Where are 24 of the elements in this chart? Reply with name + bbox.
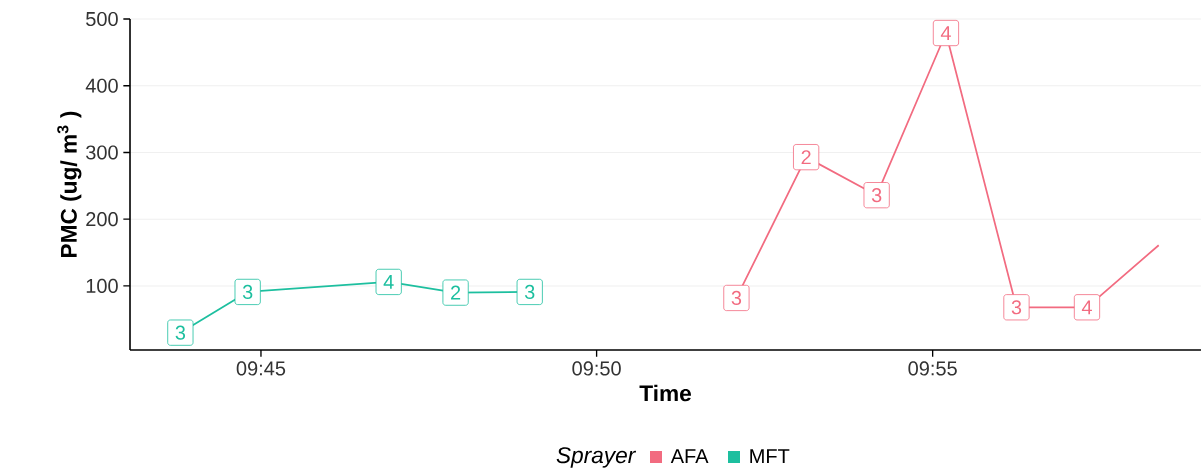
x-tick-label: 09:55 [908,361,957,376]
annotation: 3 [242,284,253,300]
y-tick-label: 400 [85,78,118,93]
y-tick-label: 500 [86,11,118,27]
x-tick-label: 09:45 [236,361,286,376]
y-axis-title: PMC (ug/ m$^{3}$ ) [57,111,82,257]
legend-label: AFA [670,449,709,463]
legend-title: Sprayer [556,447,637,468]
annotation: 4 [1081,300,1092,315]
annotation: 4 [383,275,394,289]
y-tick-label: 100 [86,278,118,294]
x-axis-title: Time [639,384,691,402]
annotation: 3 [524,284,535,300]
y-tick-label: 300 [86,145,118,160]
annotation: 3 [1011,300,1022,315]
annotation: 3 [175,325,186,340]
y-tick-label: 200 [86,212,118,227]
x-tick-label: 09:50 [572,361,621,376]
annotation: 4 [940,26,951,40]
annotation: 2 [801,150,811,165]
annotation: 3 [871,188,882,203]
annotation: 2 [451,285,461,300]
annotation: 3 [731,290,742,306]
legend-label: MFT [750,449,790,463]
